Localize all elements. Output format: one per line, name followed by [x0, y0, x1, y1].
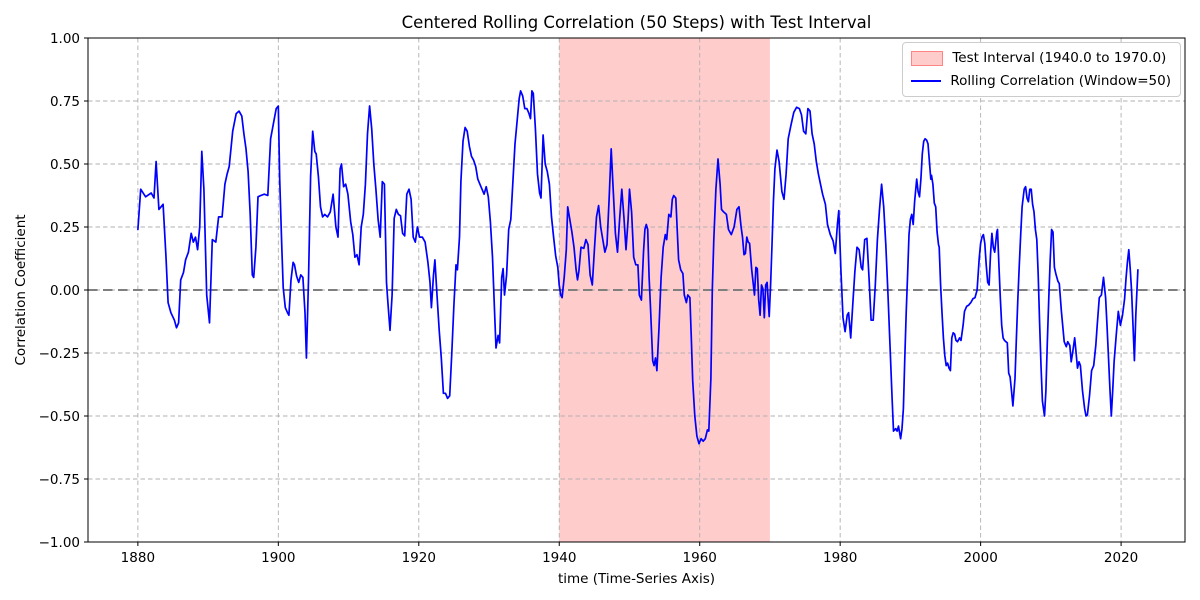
y-tick-label: 0.75 [50, 94, 80, 110]
chart-title: Centered Rolling Correlation (50 Steps) … [401, 13, 872, 32]
y-tick-label: −0.25 [39, 346, 80, 362]
legend-item-test-interval: Test Interval (1940.0 to 1970.0) [911, 50, 1171, 66]
y-tick-label: 0.25 [50, 220, 80, 236]
x-tick-label: 1940 [542, 550, 576, 566]
rolling-correlation-line [137, 90, 1139, 445]
y-tick-label: 0.50 [50, 157, 80, 173]
x-tick-label: 2020 [1104, 550, 1138, 566]
legend-label-rolling-correlation: Rolling Correlation (Window=50) [950, 73, 1171, 89]
x-tick-label: 1920 [402, 550, 436, 566]
legend-label-test-interval: Test Interval (1940.0 to 1970.0) [952, 50, 1167, 66]
legend-item-rolling-correlation: Rolling Correlation (Window=50) [911, 73, 1171, 89]
tick-marks [84, 37, 1122, 546]
x-tick-label: 1980 [823, 550, 857, 566]
y-tick-label: −1.00 [39, 535, 80, 551]
y-tick-label: −0.50 [39, 409, 80, 425]
y-tick-label: 1.00 [50, 31, 80, 47]
legend: Test Interval (1940.0 to 1970.0) Rolling… [902, 42, 1181, 97]
rolling-correlation-swatch [911, 80, 942, 82]
x-tick-label: 1900 [261, 550, 295, 566]
y-tick-label: 0.00 [50, 283, 80, 299]
x-tick-label: 1960 [683, 550, 717, 566]
y-tick-label: −0.75 [39, 472, 80, 488]
x-tick-label: 2000 [963, 550, 997, 566]
x-axis-label: time (Time-Series Axis) [557, 571, 716, 587]
tick-labels: 1880 1900 1920 1940 1960 1980 2000 2020 1.00 0.75… [39, 31, 1139, 566]
test-interval-swatch [911, 50, 944, 66]
x-tick-label: 1880 [121, 550, 155, 566]
